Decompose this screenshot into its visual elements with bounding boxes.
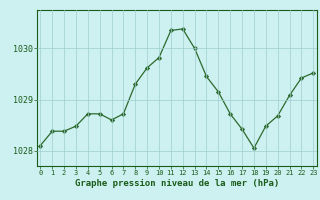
X-axis label: Graphe pression niveau de la mer (hPa): Graphe pression niveau de la mer (hPa): [75, 179, 279, 188]
